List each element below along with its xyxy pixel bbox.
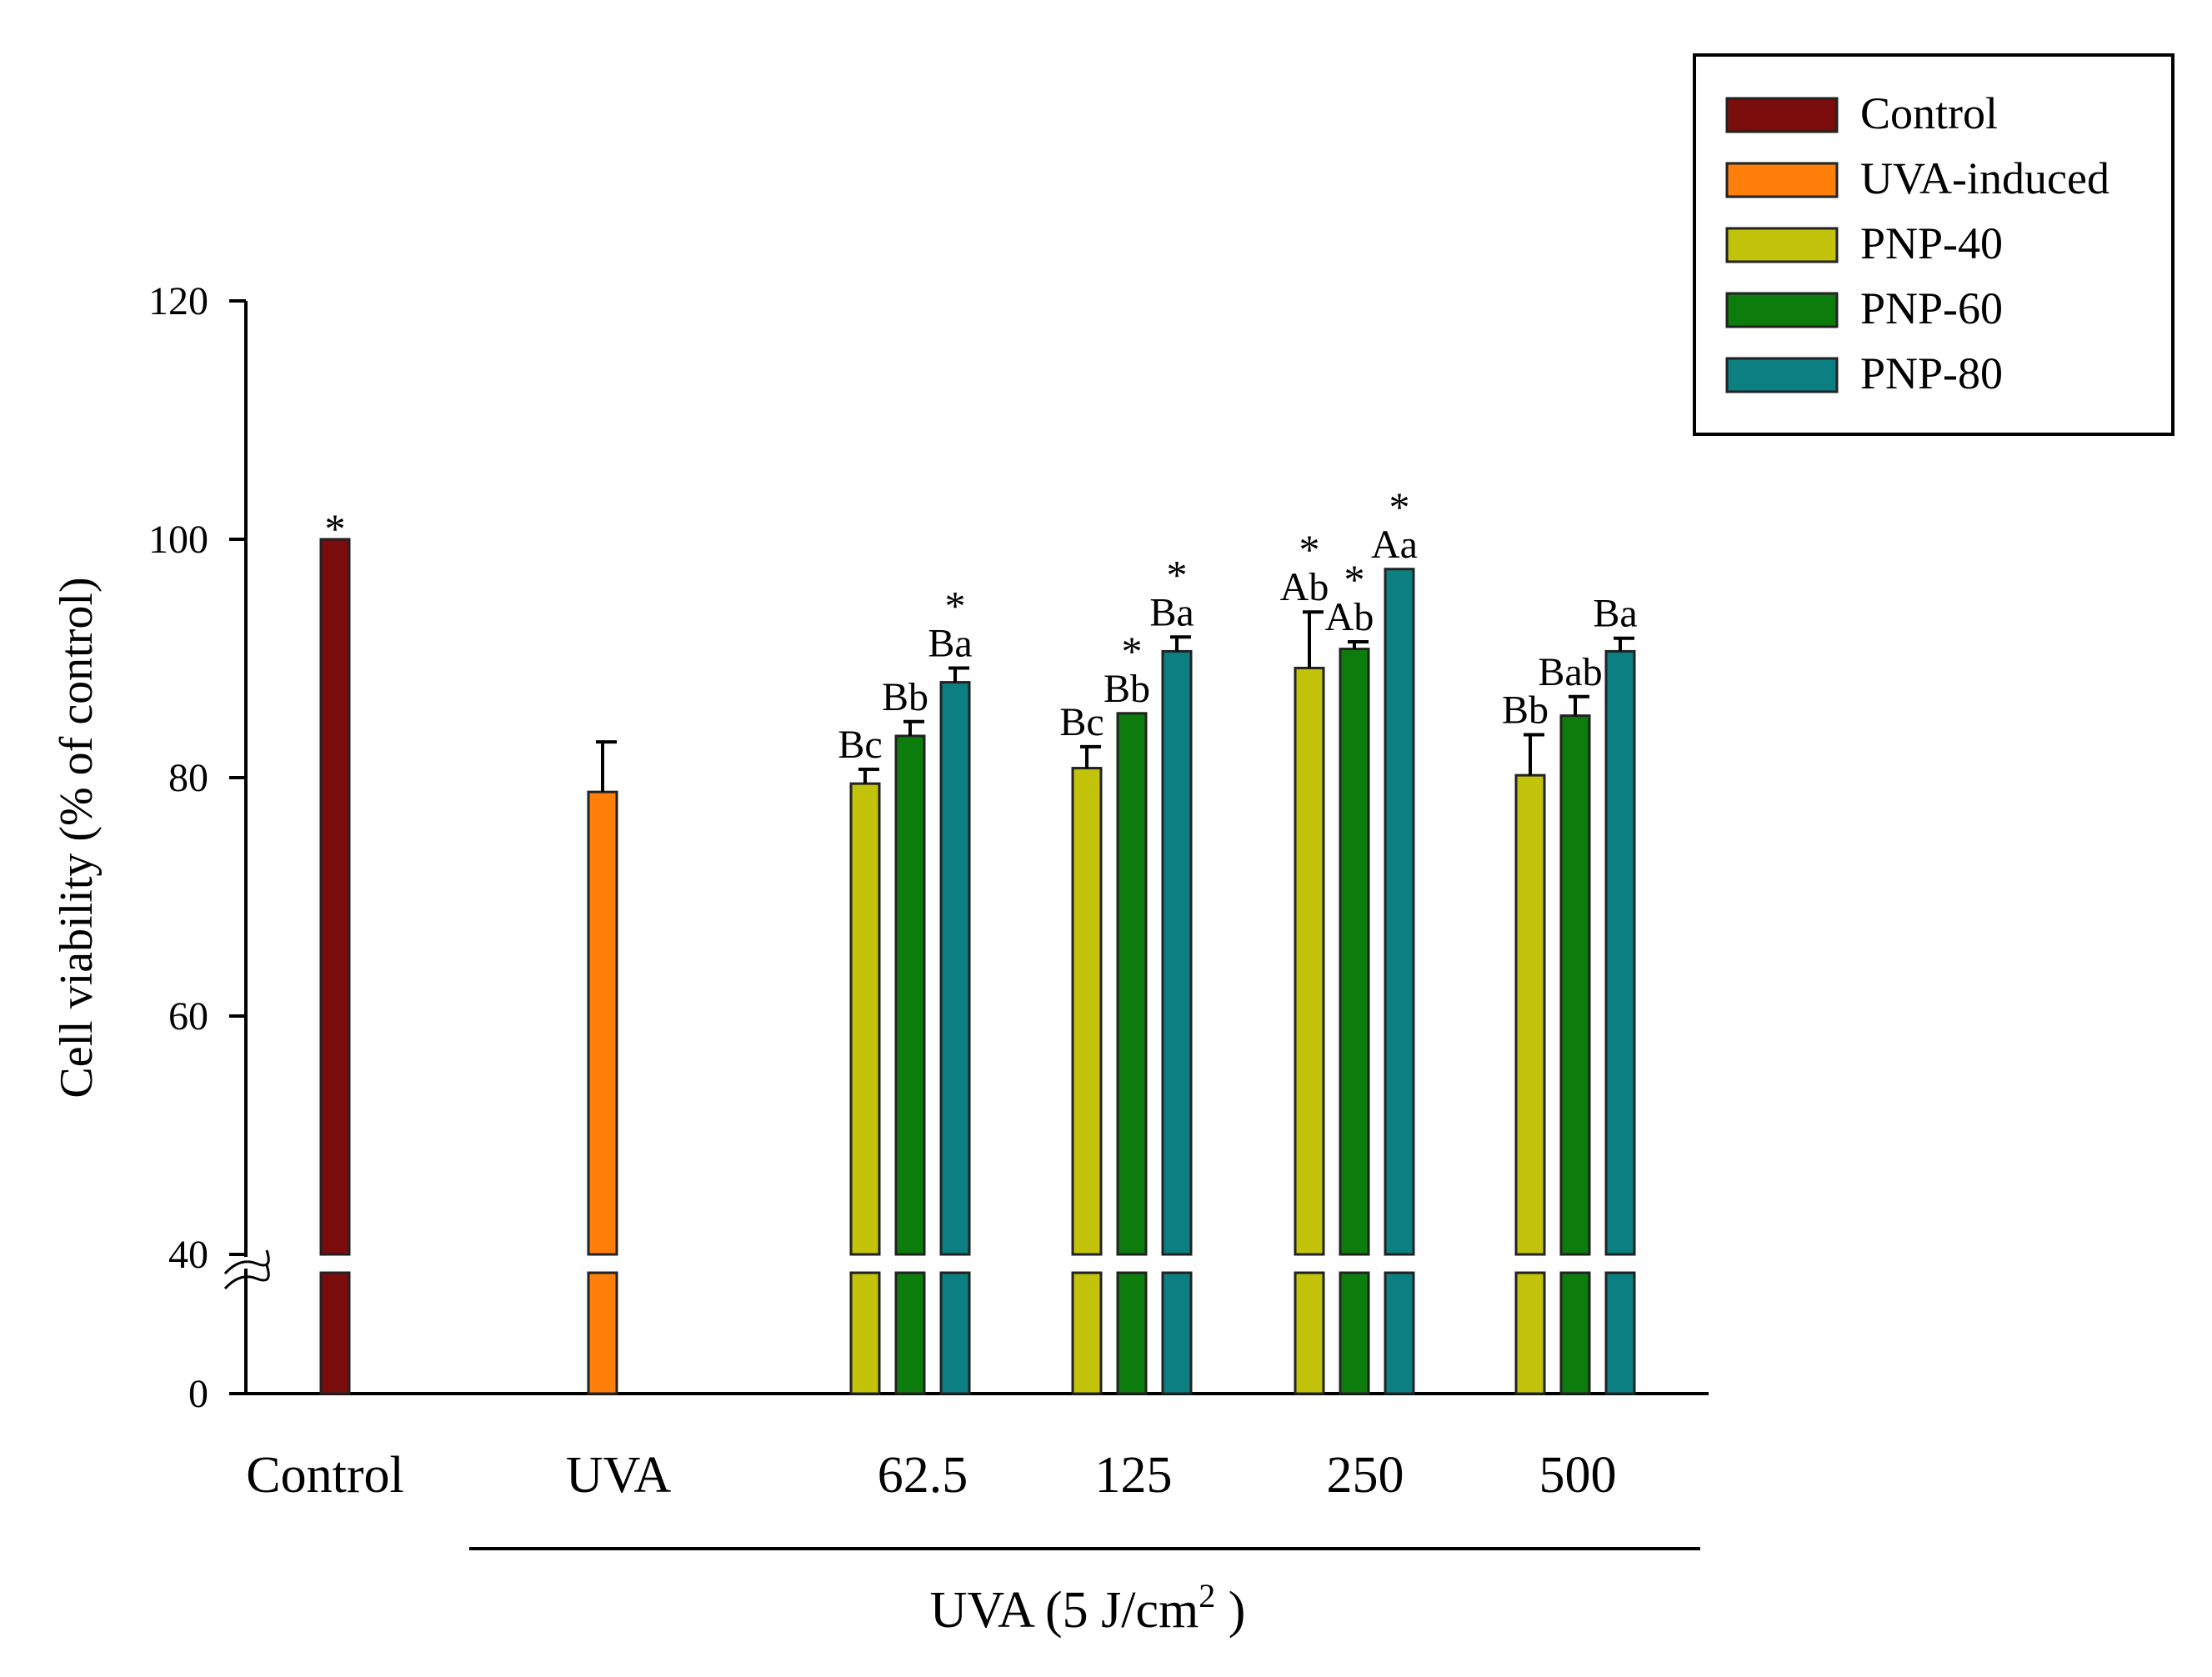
bar-lower-segment bbox=[1514, 1271, 1546, 1395]
bar bbox=[894, 734, 926, 1256]
x-axis-label-end: ) bbox=[1215, 1582, 1245, 1639]
significance-star: * bbox=[1167, 551, 1188, 598]
legend-label: PNP-80 bbox=[1860, 348, 2003, 398]
bar bbox=[1294, 666, 1325, 1256]
x-category-label: 500 bbox=[1539, 1447, 1617, 1504]
y-tick-label: 60 bbox=[168, 994, 208, 1039]
significance-letters: Ba bbox=[928, 621, 972, 665]
y-tick-label: 100 bbox=[148, 518, 208, 562]
legend-swatch bbox=[1725, 227, 1839, 263]
x-category-label: 62.5 bbox=[878, 1447, 968, 1504]
significance-letters: Bab bbox=[1538, 650, 1602, 694]
legend-label: PNP-60 bbox=[1860, 283, 2003, 333]
x-category-label: Control bbox=[246, 1447, 403, 1504]
bar bbox=[1559, 714, 1591, 1256]
axis-break-mark-upper bbox=[223, 1249, 270, 1275]
significance-star: * bbox=[1122, 628, 1143, 674]
bar-lower-segment bbox=[1604, 1271, 1636, 1395]
bar-lower-segment bbox=[1116, 1271, 1148, 1395]
x-category-label: UVA bbox=[566, 1447, 672, 1504]
bar bbox=[1384, 568, 1415, 1256]
bar-lower-segment bbox=[1071, 1271, 1103, 1395]
bar-lower-segment bbox=[894, 1271, 926, 1395]
bar bbox=[939, 681, 971, 1256]
bar-labels: Control*UVA 62.5BcBbBa*125BcBb*Ba*250Ab*A… bbox=[246, 483, 1637, 1504]
legend-swatch bbox=[1725, 97, 1839, 133]
x-axis-label: UVA (5 J/cm2 ) bbox=[930, 1577, 1246, 1639]
significance-letters: Ab bbox=[1280, 565, 1329, 609]
legend-label: UVA-induced bbox=[1860, 153, 2109, 203]
bar bbox=[1161, 649, 1193, 1256]
legend: Control UVA-induced PNP-40 PNP-60 PNP-80 bbox=[1693, 53, 2174, 436]
bar-lower-segment bbox=[1161, 1271, 1193, 1395]
bars bbox=[319, 538, 1636, 1395]
x-category-label: 250 bbox=[1327, 1447, 1404, 1504]
significance-letters: Ba bbox=[1593, 592, 1637, 636]
legend-swatch bbox=[1725, 162, 1839, 198]
significance-letters: Bc bbox=[838, 723, 882, 767]
bar bbox=[1339, 648, 1370, 1256]
bar-lower-segment bbox=[1559, 1271, 1591, 1395]
y-tick-label: 40 bbox=[168, 1233, 208, 1277]
significance-letters: Bb bbox=[1502, 688, 1549, 733]
significance-letters: Bb bbox=[882, 675, 928, 719]
bar bbox=[587, 790, 618, 1256]
bar-lower-segment bbox=[1339, 1271, 1370, 1395]
legend-swatch bbox=[1725, 292, 1839, 328]
bar-lower-segment bbox=[1294, 1271, 1325, 1395]
bar bbox=[1604, 649, 1636, 1256]
significance-star: * bbox=[1389, 483, 1410, 530]
bar-lower-segment bbox=[939, 1271, 971, 1395]
axes: 0 40 60 80 100 120 bbox=[148, 279, 1709, 1416]
bar-lower-segment bbox=[849, 1271, 881, 1395]
bar bbox=[849, 782, 881, 1256]
significance-letters: Aa bbox=[1371, 523, 1418, 567]
bar bbox=[1514, 773, 1546, 1256]
legend-label: PNP-40 bbox=[1860, 218, 2003, 268]
bar bbox=[1071, 767, 1103, 1256]
y-tick-label: 120 bbox=[148, 279, 208, 323]
significance-letters: Bb bbox=[1103, 667, 1150, 711]
bar bbox=[1116, 712, 1148, 1256]
significance-star: * bbox=[1344, 556, 1365, 603]
significance-star: * bbox=[1299, 526, 1320, 573]
bar-lower-segment bbox=[1384, 1271, 1415, 1395]
significance-star: * bbox=[325, 505, 346, 552]
x-axis-label-sup: 2 bbox=[1199, 1577, 1215, 1614]
bar-lower-segment bbox=[319, 1271, 351, 1395]
significance-letters: Ab bbox=[1325, 595, 1374, 639]
y-tick-label: 80 bbox=[168, 756, 208, 800]
x-category-label: 125 bbox=[1095, 1447, 1173, 1504]
y-axis-label: Cell viability (% of control) bbox=[51, 577, 103, 1098]
axis-break-mark-lower bbox=[223, 1264, 270, 1290]
legend-label: Control bbox=[1860, 88, 1998, 138]
bar-lower-segment bbox=[587, 1271, 618, 1395]
significance-letters: Ba bbox=[1149, 590, 1194, 634]
significance-letters: Bc bbox=[1059, 700, 1103, 744]
x-axis-label-main: UVA (5 J/cm bbox=[930, 1582, 1199, 1639]
legend-swatch bbox=[1725, 357, 1839, 393]
y-tick-label: 0 bbox=[188, 1372, 208, 1416]
significance-star: * bbox=[945, 582, 966, 628]
bar bbox=[319, 538, 351, 1256]
